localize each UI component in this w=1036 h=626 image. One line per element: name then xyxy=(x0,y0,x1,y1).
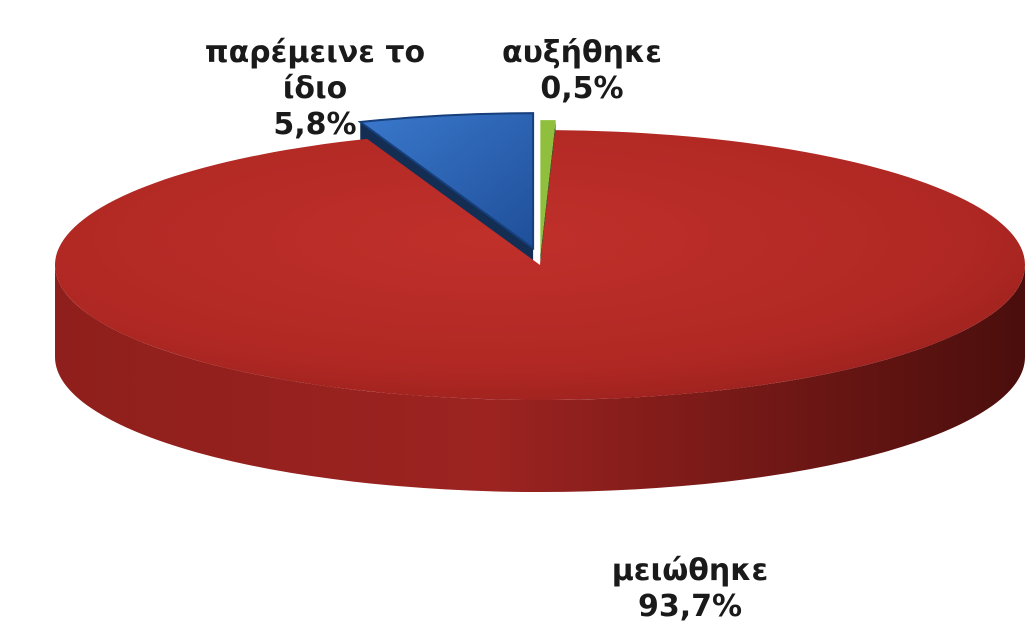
slice-category-label: μειώθηκε xyxy=(612,553,769,588)
slice-value-label: 0,5% xyxy=(540,71,623,106)
slice-label: αυξήθηκε 0,5% xyxy=(502,35,662,106)
pie-slice-παρέμεινε-το xyxy=(357,112,535,251)
slice-category-label: αυξήθηκε xyxy=(502,35,662,70)
slice-category-label: παρέμεινε το xyxy=(205,35,425,70)
pie-slice-side-μειώθηκε xyxy=(55,265,1025,492)
pie-slice-μειώθηκε xyxy=(54,130,1025,400)
pie-slice-αυξήθηκε xyxy=(540,120,556,256)
slice-label: παρέμεινε το ίδιο 5,8% xyxy=(205,35,425,142)
slice-label: μειώθηκε 93,7% xyxy=(612,553,769,624)
slice-category-label: ίδιο xyxy=(283,71,348,106)
slice-value-label: 5,8% xyxy=(273,107,356,142)
slice-value-label: 93,7% xyxy=(638,589,742,624)
